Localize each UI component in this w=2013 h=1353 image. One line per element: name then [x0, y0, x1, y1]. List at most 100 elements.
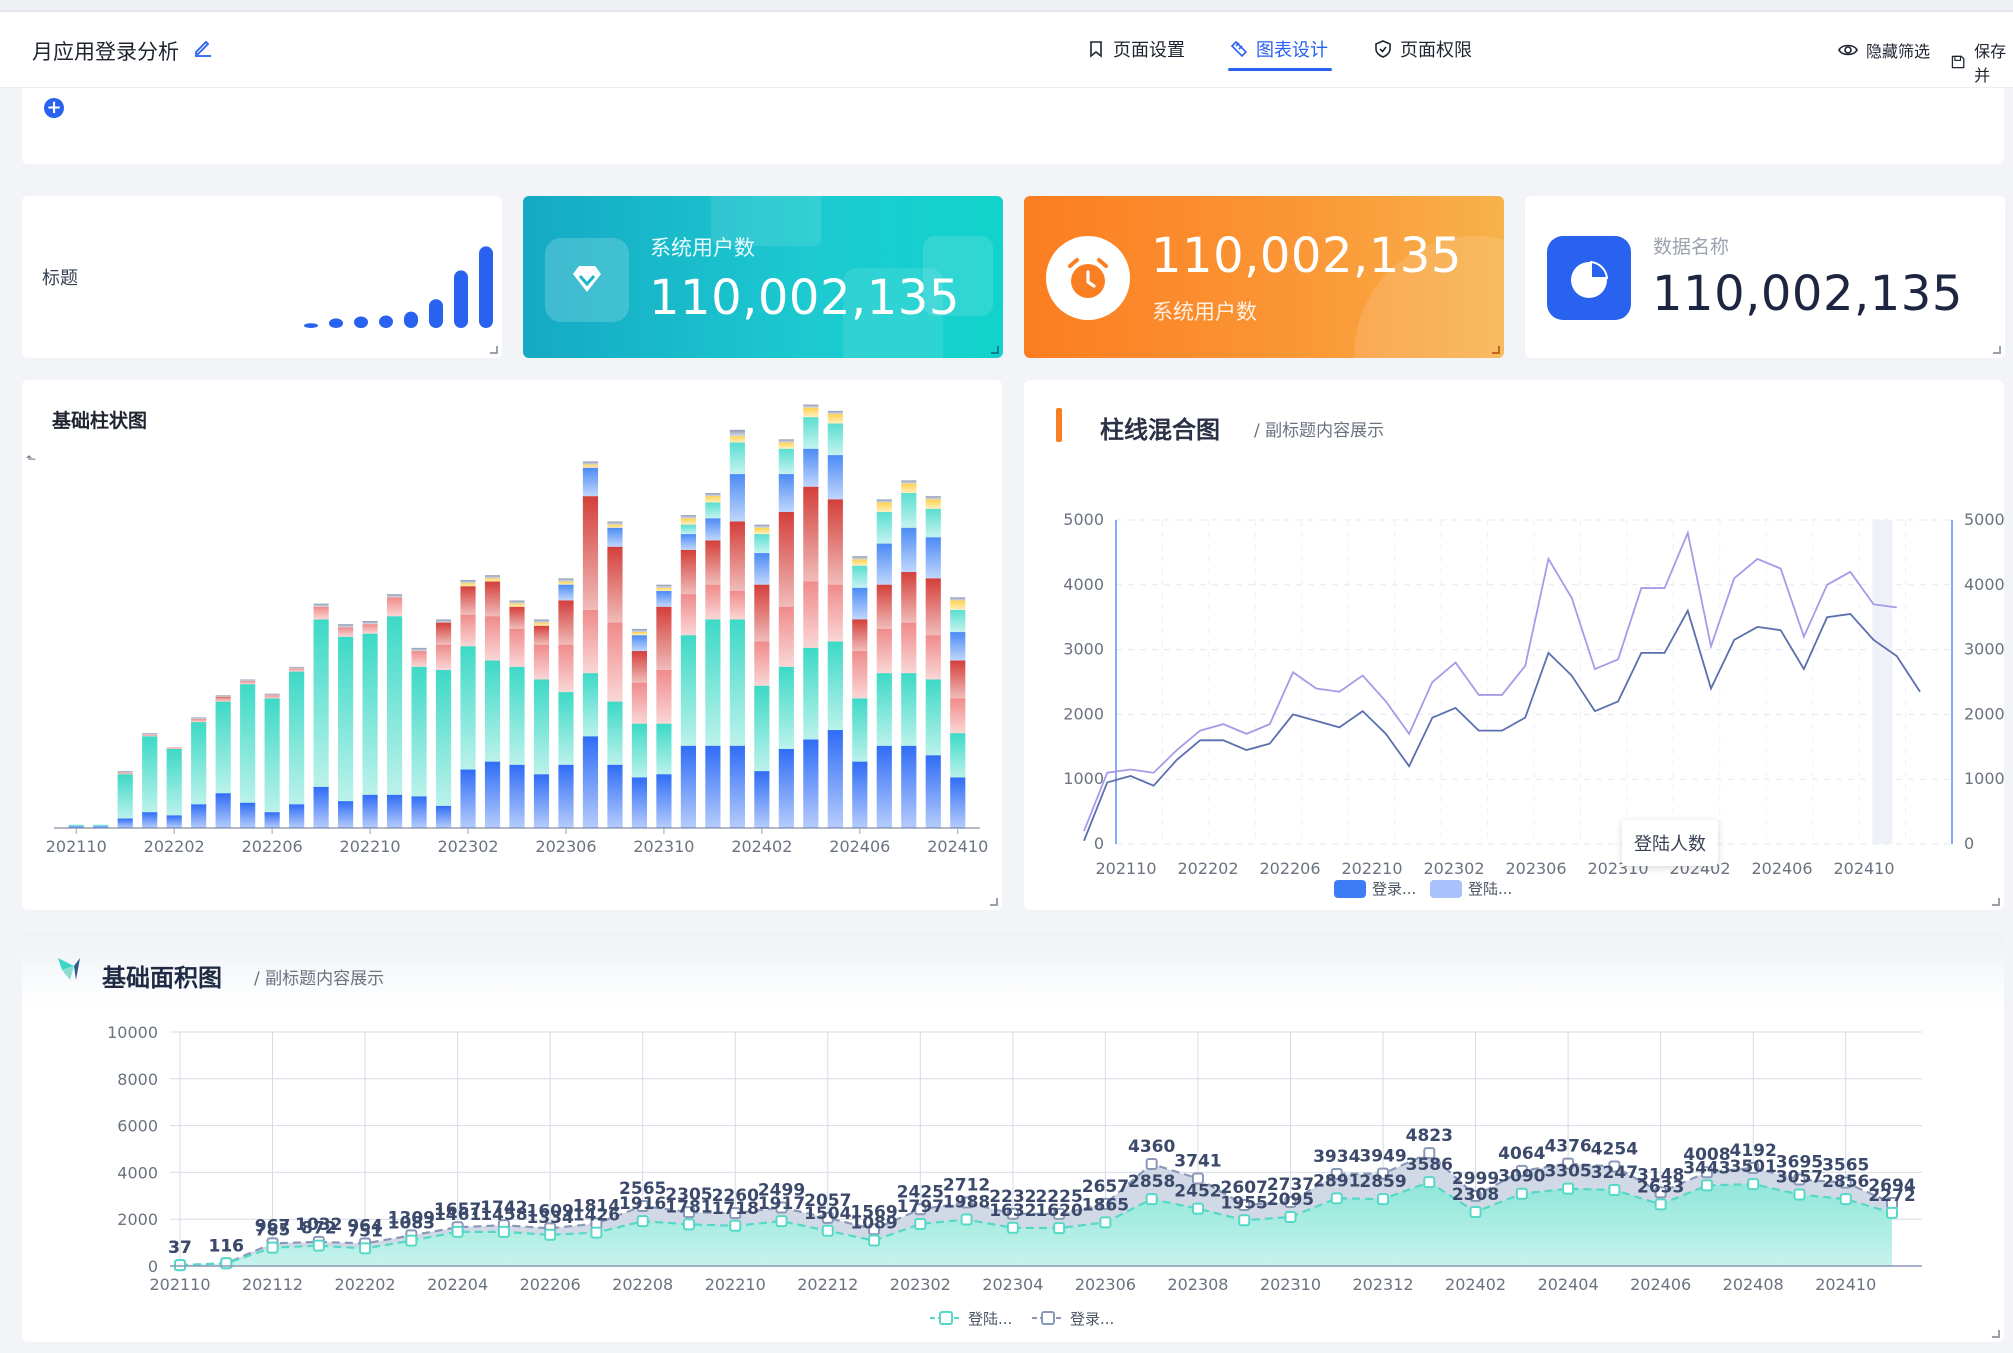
bar-segment: [533, 774, 550, 828]
drag-handle-icon[interactable]: ⬑: [26, 452, 37, 466]
bar-segment: [680, 635, 696, 746]
bar-segment: [533, 622, 550, 626]
page-header: [0, 12, 2013, 88]
tab-chart-design[interactable]: 图表设计: [1230, 36, 1328, 62]
resize-handle[interactable]: [1993, 346, 2001, 354]
edit-pencil-icon[interactable]: [192, 36, 214, 58]
x-tick-label: 202202: [1177, 859, 1238, 878]
bar-segment: [607, 622, 623, 702]
data-point: [405, 1234, 418, 1247]
bar-segment: [680, 745, 696, 828]
bar-segment: [705, 502, 721, 519]
kpi-card-data-name[interactable]: 数据名称 110,002,135: [1525, 196, 2005, 358]
chart-title: 基础柱状图: [52, 410, 148, 432]
data-label: 2308: [1452, 1185, 1499, 1205]
bar-segment: [582, 736, 599, 828]
bar-segment: [117, 771, 133, 773]
data-point: [1377, 1167, 1390, 1180]
legend-label: 登录...: [1372, 880, 1416, 898]
x-tick-label: 202302: [437, 837, 498, 856]
resize-handle[interactable]: [490, 346, 498, 354]
data-point: [1793, 1188, 1806, 1201]
resize-handle[interactable]: [1992, 898, 2000, 906]
bar-segment: [754, 553, 770, 585]
y2-tick-label: 5000: [1964, 510, 2004, 529]
bar-segment: [215, 695, 231, 697]
tab-page-permissions[interactable]: 页面权限: [1374, 36, 1472, 62]
series-line: [1083, 608, 1921, 842]
data-label: 1609: [526, 1201, 573, 1221]
series-line: [179, 1180, 1893, 1267]
data-label: 1504: [804, 1204, 851, 1224]
data-point: [1006, 1221, 1019, 1234]
bar-segment: [925, 537, 941, 579]
bar-segment: [950, 777, 966, 828]
chart-subtitle: / 副标题内容展示: [254, 969, 385, 989]
data-label: 1797: [897, 1197, 944, 1217]
data-point: [1469, 1189, 1482, 1202]
tab-page-settings[interactable]: 页面设置: [1087, 36, 1185, 62]
data-point: [174, 1259, 186, 1272]
y-tick-label: 3000: [1063, 640, 1104, 659]
bar-segment: [901, 622, 917, 674]
bar-segment: [582, 496, 599, 610]
bar-segment: [313, 606, 329, 620]
bar-segment: [950, 733, 966, 778]
bar-segment: [950, 597, 966, 601]
resize-handle[interactable]: [990, 898, 998, 906]
data-point: [359, 1242, 372, 1255]
data-point: [821, 1211, 834, 1224]
bar-segment: [754, 641, 770, 686]
data-point: [1145, 1157, 1158, 1170]
x-tick-label: 202410: [1815, 1275, 1876, 1294]
y2-tick-label: 2000: [1964, 704, 2004, 723]
spark-bar: [404, 311, 418, 328]
bar-segment: [729, 591, 745, 620]
bar-segment: [925, 508, 941, 538]
kpi-card-orange[interactable]: 110,002,135 系统用户数: [1024, 196, 1504, 358]
bar-segment: [582, 464, 599, 468]
data-point: [960, 1196, 973, 1209]
bar-segment: [827, 499, 843, 585]
kpi-value: 110,002,135: [1151, 228, 1462, 284]
bar-segment: [803, 404, 819, 408]
hide-filter-button[interactable]: 隐藏筛选: [1838, 38, 1930, 62]
bar-segment: [338, 624, 354, 628]
bar-segment: [901, 745, 917, 828]
bar-segment: [827, 414, 843, 424]
bar-segment: [411, 647, 427, 652]
bar-segment: [729, 474, 745, 522]
bar-segment: [852, 565, 868, 588]
kpi-title: 标题: [42, 268, 78, 289]
data-label: 3443: [1683, 1158, 1730, 1178]
kpi-spark-bars: [304, 246, 493, 328]
bar-segment: [852, 559, 868, 566]
bar-segment: [362, 794, 378, 828]
bar-chart-panel[interactable]: 基础柱状图 ⬑ 202110 202202 202206 202210 202302 20…: [22, 380, 1002, 910]
bar-segment: [142, 736, 158, 813]
resize-handle[interactable]: [1492, 346, 1500, 354]
kpi-card-sparkline[interactable]: 标题: [22, 196, 502, 358]
bar-segment: [68, 826, 84, 828]
kpi-card-users[interactable]: 系统用户数 110,002,135: [523, 196, 1003, 358]
add-filter-button[interactable]: +: [44, 98, 64, 118]
bar-segment: [117, 818, 133, 828]
resize-handle[interactable]: [991, 346, 999, 354]
data-point: [451, 1225, 464, 1238]
resize-handle[interactable]: [1992, 1330, 2000, 1338]
line-chart-panel[interactable]: 柱线混合图 / 副标题内容展示 0 0 1000 1000 2000 2000 3000 30…: [1024, 380, 2004, 910]
tab-label: 页面权限: [1400, 40, 1472, 61]
bar-segment: [191, 722, 207, 805]
bar-segment: [925, 499, 941, 509]
bar-segment: [827, 410, 843, 415]
bar-segment: [509, 606, 525, 629]
data-label: 1865: [1082, 1195, 1129, 1215]
x-tick-label: 202206: [242, 837, 303, 856]
bar-segment: [558, 584, 574, 601]
data-point: [1747, 1178, 1760, 1191]
data-point: [1284, 1195, 1297, 1208]
area-chart-panel[interactable]: 基础面积图 / 副标题内容展示 0 2000 4000 6000 8000 10000 20…: [22, 934, 2004, 1342]
x-tick-label: 202408: [1723, 1275, 1784, 1294]
save-button[interactable]: 保存并: [1950, 38, 2013, 86]
action-label: 保存并: [1974, 42, 2007, 85]
